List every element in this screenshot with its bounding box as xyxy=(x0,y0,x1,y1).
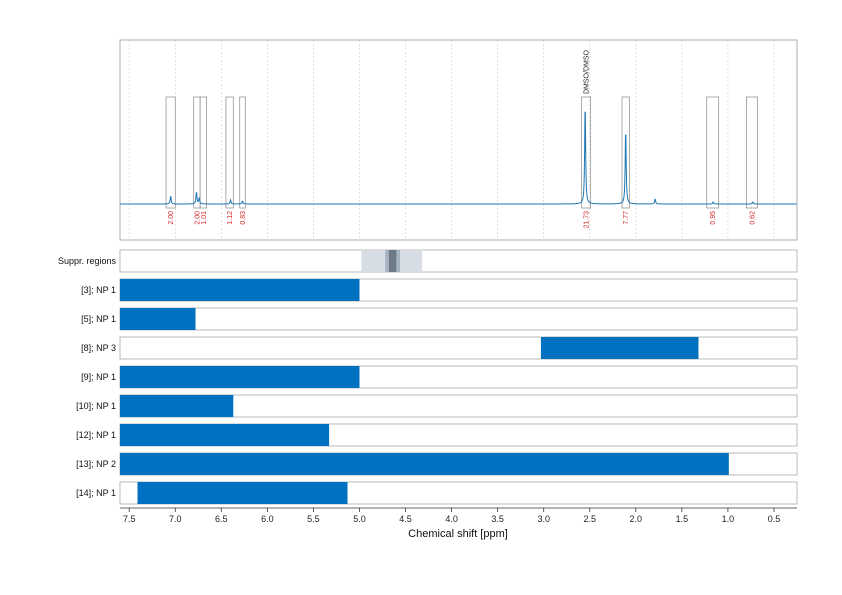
integral-label: 0.83 xyxy=(240,211,247,225)
x-tick-label: 7.5 xyxy=(123,514,136,524)
integral-label: 0.95 xyxy=(710,211,717,225)
integral-box xyxy=(239,96,246,209)
row-label: [12]; NP 1 xyxy=(76,430,116,440)
x-tick-label: 6.5 xyxy=(215,514,228,524)
integral-label: 1.01 xyxy=(201,211,208,225)
range-bar xyxy=(540,337,699,359)
x-axis-title: Chemical shift [ppm] xyxy=(408,528,508,540)
spectrum-line xyxy=(120,111,797,205)
x-tick-label: 5.5 xyxy=(307,514,320,524)
integral-regions: 2.00 2.00 1.01 1.12 0.83 21.73 7.77 0.95 0.62 xyxy=(165,96,758,229)
row-label: [8]; NP 3 xyxy=(81,343,116,353)
integral-label: 0.62 xyxy=(749,211,756,225)
integral-box xyxy=(199,96,207,209)
range-bar xyxy=(120,395,234,417)
peak-annotations: DMSO/DMSO xyxy=(584,50,591,95)
row-label: [9]; NP 1 xyxy=(81,372,116,382)
x-tick-label: 4.0 xyxy=(445,514,458,524)
spectrum-panel xyxy=(119,39,798,241)
integral-box xyxy=(193,96,201,209)
x-tick-label: 7.0 xyxy=(169,514,182,524)
row-label: Suppr. regions xyxy=(58,256,117,266)
range-bar xyxy=(120,308,196,330)
x-tick-label: 6.0 xyxy=(261,514,274,524)
row-frame xyxy=(119,307,798,331)
range-bar xyxy=(120,453,729,475)
x-tick-label: 2.0 xyxy=(630,514,643,524)
integral-box xyxy=(745,96,758,209)
row-label: [13]; NP 2 xyxy=(76,459,116,469)
x-tick-label: 3.5 xyxy=(491,514,504,524)
row-label: [14]; NP 1 xyxy=(76,488,116,498)
integral-label: 1.12 xyxy=(227,211,234,225)
x-tick-label: 1.5 xyxy=(676,514,689,524)
integral-box xyxy=(225,96,234,209)
range-bar xyxy=(120,279,360,301)
x-tick-label: 0.5 xyxy=(768,514,781,524)
range-bar xyxy=(120,366,360,388)
integral-box xyxy=(621,96,630,209)
row-label: [3]; NP 1 xyxy=(81,285,116,295)
row-label: [5]; NP 1 xyxy=(81,314,116,324)
range-bar xyxy=(137,482,348,504)
range-bar xyxy=(120,424,330,446)
row-frame xyxy=(119,249,798,273)
range-rows: Suppr. regions [3]; NP 1 [5]; NP 1 [8]; NP … xyxy=(58,249,798,505)
x-tick-label: 4.5 xyxy=(399,514,412,524)
x-tick-label: 3.0 xyxy=(537,514,550,524)
integral-box xyxy=(706,96,720,209)
integral-label: 21.73 xyxy=(584,211,591,229)
x-axis: 7.5 7.0 6.5 6.0 5.5 5.0 4.5 4.0 3.5 3.0 2.5 2.0 1.5 1… xyxy=(120,507,797,524)
integral-box xyxy=(581,96,592,209)
integral-label: 2.00 xyxy=(194,211,201,225)
integral-label: 2.00 xyxy=(168,211,175,225)
suppression-core xyxy=(388,250,397,272)
row-label: [10]; NP 1 xyxy=(76,401,116,411)
x-tick-label: 1.0 xyxy=(722,514,735,524)
peak-annotation: DMSO/DMSO xyxy=(584,50,591,95)
x-tick-label: 2.5 xyxy=(583,514,596,524)
x-tick-label: 5.0 xyxy=(353,514,366,524)
integral-label: 7.77 xyxy=(623,211,630,225)
integral-box xyxy=(165,96,176,209)
